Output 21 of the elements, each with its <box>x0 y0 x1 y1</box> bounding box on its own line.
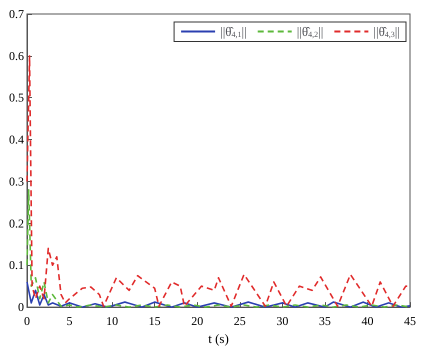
y-tick-label: 0.2 <box>9 216 24 230</box>
y-tick-label: 0 <box>18 300 24 314</box>
x-tick-label: 40 <box>361 314 374 328</box>
x-axis-title: t (s) <box>208 331 229 346</box>
x-tick-label: 5 <box>66 314 73 328</box>
y-tick-label: 0.1 <box>9 258 24 272</box>
x-tick-label: 10 <box>106 314 118 328</box>
legend-label: ||θ̂4,2|| <box>296 24 324 39</box>
x-tick-label: 20 <box>191 314 204 328</box>
x-tick-label: 15 <box>148 314 161 328</box>
x-tick-label: 45 <box>404 314 416 328</box>
y-tick-label: 0.6 <box>9 48 24 63</box>
y-tick-label: 0.7 <box>9 7 24 21</box>
y-tick-label: 0.4 <box>9 132 24 147</box>
legend-label: ||θ̂4,1|| <box>220 24 247 39</box>
x-tick-label: 30 <box>276 314 288 328</box>
y-tick-label: 0.5 <box>9 90 24 105</box>
x-tick-label: 25 <box>234 314 246 328</box>
x-tick-label: 35 <box>318 314 331 328</box>
y-tick-label: 0.3 <box>9 174 24 188</box>
legend-label: ||θ̂4,3|| <box>373 24 400 39</box>
